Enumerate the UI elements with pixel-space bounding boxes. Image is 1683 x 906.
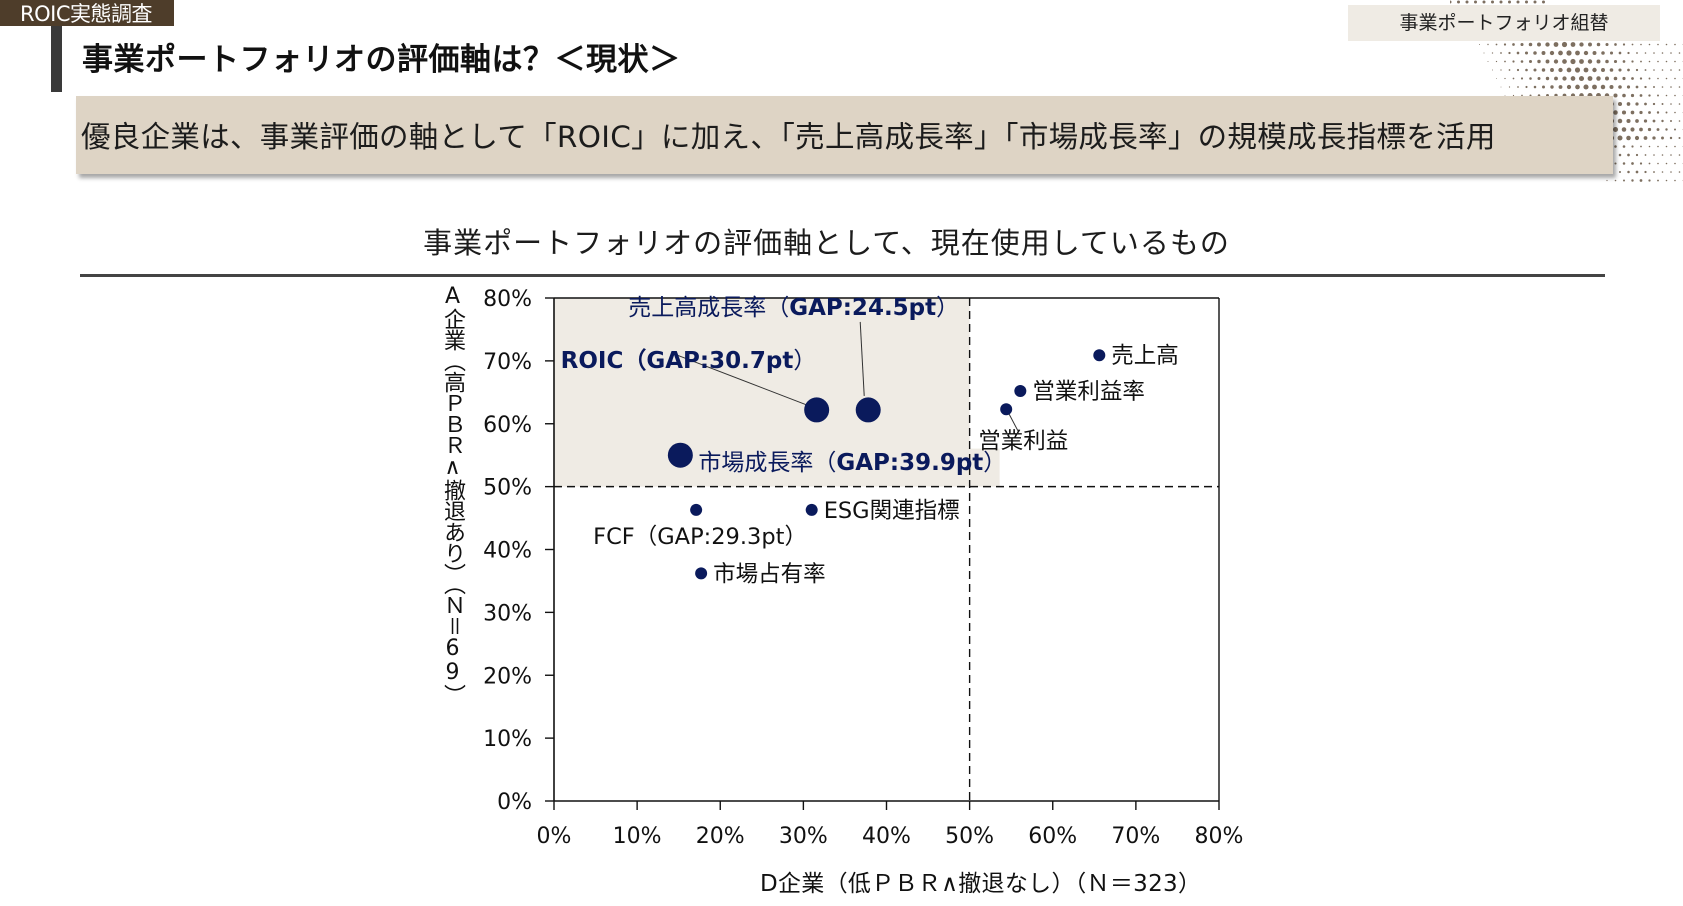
leader-line: [1008, 414, 1019, 432]
data-point: [667, 442, 693, 468]
data-label: 市場占有率: [713, 561, 826, 587]
category-tag: 事業ポートフォリオ組替: [1348, 5, 1660, 41]
y-tick-label: 0%: [497, 790, 532, 815]
data-label: FCF（GAP:29.3pt）: [593, 524, 807, 550]
x-tick-label: 40%: [862, 824, 911, 849]
data-label-gap: GAP:29.3pt: [657, 524, 784, 550]
data-label: ROIC（GAP:30.7pt）: [561, 347, 817, 374]
data-label-suffix: ）: [983, 450, 1006, 476]
x-tick-label: 50%: [945, 824, 994, 849]
data-label-name: ROIC（: [561, 347, 647, 374]
x-tick-label: 60%: [1028, 824, 1077, 849]
data-label: 売上高成長率（GAP:24.5pt）: [628, 295, 959, 321]
data-label: 営業利益率: [1032, 379, 1145, 405]
y-tick-label: 30%: [483, 601, 532, 626]
x-tick-label: 20%: [696, 824, 745, 849]
data-label-gap: GAP:39.9pt: [836, 450, 983, 476]
x-tick-label: 10%: [613, 824, 662, 849]
data-label-name: 営業利益率: [1032, 379, 1145, 405]
leader-line: [859, 321, 865, 396]
data-point: [855, 397, 881, 423]
y-tick-label: 10%: [483, 727, 532, 752]
data-label-name: FCF（: [593, 524, 657, 550]
section-tag: ROIC実態調査: [0, 0, 174, 26]
data-point: [1093, 349, 1106, 362]
chart-title-text: 事業ポートフォリオの評価軸として、現在使用しているもの: [423, 226, 1230, 260]
y-tick-label: 80%: [483, 287, 532, 312]
x-tick-label: 30%: [779, 824, 828, 849]
data-label: 営業利益: [978, 428, 1068, 454]
x-tick-label: 80%: [1195, 824, 1244, 849]
x-tick-label: 70%: [1111, 824, 1160, 849]
leader-line: [676, 354, 807, 406]
data-label-suffix: ）: [784, 524, 807, 550]
page-title: 事業ポートフォリオの評価軸は？＜現状＞: [82, 42, 681, 78]
data-label-name: ESG関連指標: [824, 498, 960, 524]
summary-box: 優良企業は、事業評価の軸として「ROIC」に加え、「売上高成長率」「市場成長率」…: [76, 96, 1613, 174]
chart-title-rule: [80, 274, 1605, 277]
chart-title: 事業ポートフォリオの評価軸として、現在使用しているもの: [0, 220, 1683, 262]
summary-text: 優良企業は、事業評価の軸として「ROIC」に加え、「売上高成長率」「市場成長率」…: [81, 120, 1496, 154]
data-label: ESG関連指標: [824, 498, 960, 524]
data-label: 市場成長率（GAP:39.9pt）: [698, 450, 1006, 476]
data-point: [1014, 385, 1027, 398]
y-tick-label: 20%: [483, 664, 532, 689]
highlight-quadrant: [554, 298, 970, 487]
label-background: [969, 448, 1000, 487]
data-point: [690, 503, 703, 516]
y-tick-label: 60%: [483, 413, 532, 438]
data-label-name: 市場成長率（: [698, 450, 836, 476]
data-label-name: 売上高成長率（: [628, 295, 789, 321]
y-axis-label: A企業（高ＰＢＲ∧撤退あり）（Ｎ＝69）: [440, 284, 465, 705]
data-label-name: 市場占有率: [713, 561, 826, 587]
data-label-gap: GAP:24.5pt: [789, 295, 936, 321]
data-label-suffix: ）: [793, 348, 816, 374]
data-label-suffix: ）: [936, 295, 959, 321]
data-point: [805, 503, 818, 516]
x-axis-label: D企業（低ＰＢＲ∧撤退なし）（Ｎ＝323）: [760, 871, 1202, 897]
data-point: [1000, 403, 1013, 416]
data-point: [695, 567, 708, 580]
data-label-gap: GAP:30.7pt: [646, 348, 793, 374]
y-tick-label: 70%: [483, 350, 532, 375]
data-label: 売上高: [1111, 343, 1179, 369]
title-accent-bar: [51, 26, 62, 92]
data-label-name: 売上高: [1111, 343, 1179, 369]
data-label-name: 営業利益: [978, 428, 1068, 454]
y-tick-label: 50%: [483, 476, 532, 501]
y-tick-label: 40%: [483, 539, 532, 564]
x-tick-label: 0%: [537, 824, 572, 849]
data-point: [804, 397, 830, 423]
